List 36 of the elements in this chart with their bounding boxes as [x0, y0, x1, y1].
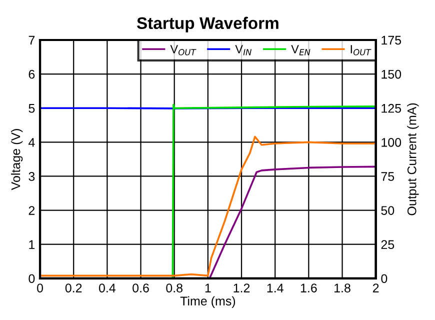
y2-tick-label: 25	[381, 240, 394, 249]
x-tick-label: 0.4	[98, 284, 116, 292]
y2-tick-label: 75	[381, 172, 394, 181]
y-tick-label: 0	[28, 274, 35, 284]
y2-tick-label: 0	[381, 274, 388, 284]
chart-title: Startup Waveform	[136, 16, 278, 32]
y-tick-label: 7	[28, 36, 35, 45]
y2-tick-label: 50	[381, 206, 394, 215]
x-tick-label: 0.8	[166, 284, 182, 292]
legend-label: I$_{OUT}$	[350, 45, 372, 56]
x-tick-label: 0.6	[132, 284, 149, 292]
y-tick-label: 2	[28, 206, 35, 215]
y-tick-label: 1	[29, 240, 35, 249]
legend-label: V$_{EN}$	[291, 45, 310, 56]
y-tick-label: 4	[28, 138, 35, 147]
y2-tick-label: 100	[382, 138, 402, 147]
y-axis-title: Voltage (V)	[11, 129, 23, 190]
x-tick-label: 1	[205, 284, 211, 292]
x-tick-label: 1.6	[300, 284, 317, 292]
y-tick-label: 5	[28, 104, 35, 113]
x-axis-title: Time (ms)	[180, 296, 236, 308]
x-tick-label: 1.8	[334, 284, 350, 292]
x-tick-label: 0	[37, 284, 44, 292]
y2-axis-title: Output Current (mA)	[407, 103, 419, 216]
y-tick-label: 6	[28, 70, 35, 79]
y2-tick-label: 150	[382, 70, 402, 79]
y2-tick-label: 175	[382, 36, 402, 45]
y-tick-label: 3	[28, 172, 35, 181]
legend-label: V$_{IN}$	[235, 45, 252, 56]
legend-label: V$_{OUT}$	[170, 45, 196, 56]
x-tick-label: 2	[372, 284, 379, 292]
y2-tick-label: 125	[382, 104, 402, 113]
x-tick-label: 1.2	[234, 284, 250, 292]
x-tick-label: 1.4	[267, 284, 284, 292]
x-tick-label: 0.2	[65, 284, 82, 292]
line-series	[40, 136, 376, 277]
